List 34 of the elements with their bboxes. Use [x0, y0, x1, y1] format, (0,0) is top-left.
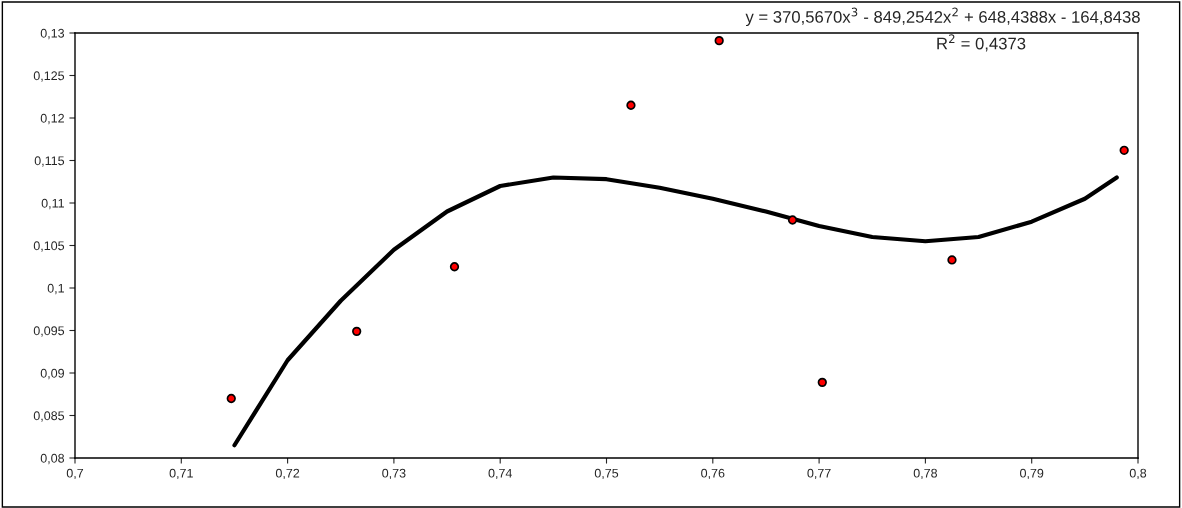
text: y = 370,5670x$^{3}$ - 849,2542x$^{2}$ + 648,4388x - 164,8438 [745, 7, 1140, 27]
y-tick-label: 0,09 [40, 368, 64, 380]
y-tick-label: 0,085 [33, 411, 65, 422]
x-tick-label: 0,71 [169, 468, 193, 480]
point [714, 36, 724, 46]
y-tick-label: 0,1 [47, 283, 64, 295]
y-tick-label: 0,13 [40, 28, 65, 40]
x-tick-label: 0,8 [1129, 468, 1147, 480]
x-tick-label: 0,74 [488, 468, 512, 480]
point [947, 255, 957, 265]
y-tick-label: 0,105 [33, 241, 65, 252]
x-tick-label: 0,7 [66, 468, 84, 480]
y-tick-label: 0,125 [33, 71, 65, 82]
point [1119, 145, 1129, 155]
point [626, 100, 636, 110]
x-tick-label: 0,78 [913, 468, 938, 480]
y-tick-label: 0,08 [40, 453, 65, 465]
line-series [232, 175, 1119, 448]
y-tick-label: 0,12 [40, 113, 64, 125]
point [817, 377, 827, 387]
point [787, 215, 798, 225]
y-tick-label: 0,11 [41, 198, 64, 210]
point [352, 326, 362, 336]
x-tick-label: 0,76 [701, 468, 725, 480]
y-tick-label: 0,115 [34, 156, 65, 167]
x-tick-label: 0,77 [807, 468, 831, 480]
x-tick-label: 0,79 [1020, 468, 1044, 480]
x-tick-label: 0,73 [382, 468, 406, 480]
point [449, 262, 460, 272]
y-tick-label: 0,095 [33, 326, 65, 337]
x-tick-label: 0,72 [275, 468, 300, 480]
point [226, 393, 236, 404]
x-tick-label: 0,75 [594, 468, 619, 480]
annotation: R$^{2}$ = 0,4373 [937, 34, 1026, 52]
